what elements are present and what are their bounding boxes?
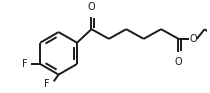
Text: F: F <box>44 79 50 89</box>
Text: O: O <box>88 2 95 12</box>
Text: O: O <box>189 34 197 44</box>
Text: F: F <box>22 59 28 69</box>
Text: O: O <box>175 57 182 67</box>
